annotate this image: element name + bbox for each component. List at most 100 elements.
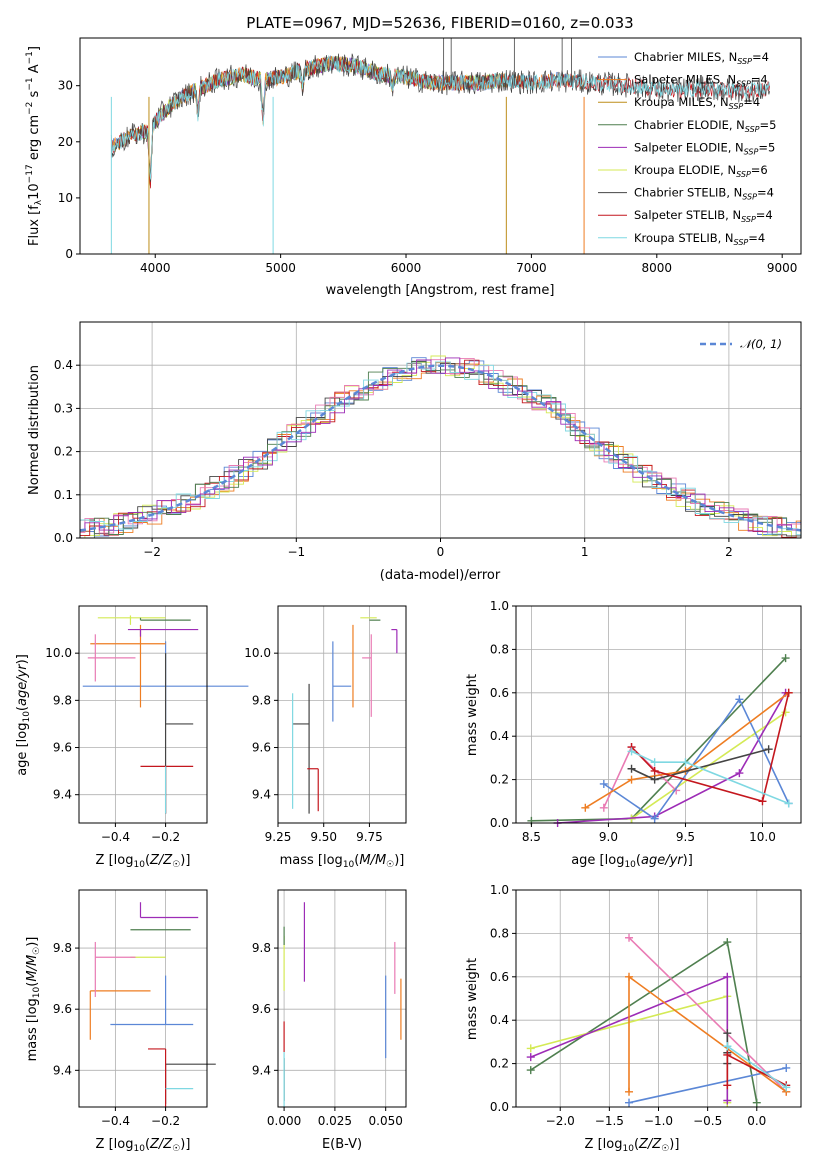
mass-vs-metallicity-panel: −0.4 −0.2 9.4 9.6 9.8 <box>53 889 216 1128</box>
ticks: −0.4 −0.2 9.4 9.6 9.8 10.0 <box>45 646 180 844</box>
y-tick-label: 0.4 <box>490 1013 509 1027</box>
y-tick-label: 0.4 <box>490 729 509 743</box>
y-tick-label: 0.3 <box>54 401 73 415</box>
y-tick-label: 10.0 <box>244 646 271 660</box>
x-tick-label: 1 <box>581 545 589 559</box>
weight-marker <box>581 803 590 812</box>
small-panel-ylabels: age [log10(age/yr)] mass [log10(M/M☉)] m… <box>15 654 480 1061</box>
weight-marker <box>526 1053 535 1062</box>
weight-marker <box>764 745 773 754</box>
weight-marker <box>784 799 793 808</box>
histogram-series <box>80 357 801 534</box>
y-tick-label: 0.2 <box>490 773 509 787</box>
weight-marker <box>735 695 744 704</box>
weight-line <box>530 940 758 1103</box>
spectrum-xlabel: wavelength [Angstrom, rest frame] <box>326 283 555 298</box>
ticks: 0.000 0.025 0.050 9.4 9.6 9.8 <box>252 941 403 1128</box>
y-tick-label: 10 <box>58 191 73 205</box>
weight-marker <box>782 1063 791 1072</box>
x-tick-label: 9.5 <box>676 830 695 844</box>
grid <box>277 606 406 823</box>
y-tick-label: 9.6 <box>252 1002 271 1016</box>
weight-marker <box>784 688 793 697</box>
legend-label: Salpeter STELIB, NSSP=4 <box>634 208 773 224</box>
y-tick-label: 20 <box>58 135 73 149</box>
x-tick-label: 9.0 <box>599 830 618 844</box>
y-tick-label: 9.8 <box>53 941 72 955</box>
legend-normal-label: 𝒩(0, 1) <box>740 337 782 351</box>
x-tick-label: −1 <box>287 545 305 559</box>
histogram-series <box>80 361 801 539</box>
y-tick-label: 30 <box>58 79 73 93</box>
ticks: −2.0 −1.5 −1.0 −0.5 0.0 0.0 0.2 0.4 0.6 0.8 1.0 <box>490 883 766 1128</box>
mass-weight-age-ylabel: mass weight <box>465 674 480 756</box>
y-tick-label: 0.4 <box>54 358 73 372</box>
ticks: 9.25 9.50 9.75 9.4 9.6 9.8 10.0 <box>244 646 383 844</box>
spectrum-frame <box>79 37 802 255</box>
residual-histogram-panel: −2 −1 0 1 2 0.0 0.1 0.2 0.3 0.4 (data-model)/erro… <box>27 321 802 583</box>
weight-marker <box>723 938 732 947</box>
y-tick-label: 9.6 <box>252 741 271 755</box>
x-tick-label: 10.0 <box>749 830 776 844</box>
plot-content <box>89 902 216 1107</box>
legend-label: Salpeter ELODIE, NSSP=5 <box>634 140 775 156</box>
x-tick-label: 7000 <box>516 261 547 275</box>
age-vs-metallicity-panel: −0.4 −0.2 9.4 9.6 9.8 10.0 <box>45 605 249 844</box>
mass-reddening-xlabel: E(B-V) <box>322 1137 362 1152</box>
weight-marker <box>650 775 659 784</box>
normal-curve <box>79 364 802 532</box>
y-tick-label: 1.0 <box>490 883 509 897</box>
weight-marker <box>625 1087 634 1096</box>
weight-line <box>628 937 787 1093</box>
x-tick-label: −1.0 <box>644 1114 673 1128</box>
weight-marker <box>723 1081 732 1090</box>
x-tick-label: −0.4 <box>101 830 130 844</box>
weight-marker <box>723 1029 732 1038</box>
x-tick-label: 8.5 <box>522 830 541 844</box>
weight-marker <box>526 1044 535 1053</box>
weight-line <box>630 692 790 803</box>
weight-marker <box>752 1098 761 1107</box>
y-tick-label: 10.0 <box>45 646 72 660</box>
histogram-ylabel: Normed distribution <box>27 365 42 495</box>
weight-marker <box>650 758 659 767</box>
axes-frame <box>78 605 208 824</box>
mass-weight-metallicity-xlabel: Z [log10(Z/Z☉)] <box>585 1137 680 1154</box>
x-tick-label: 0.050 <box>369 1114 403 1128</box>
weight-marker <box>735 769 744 778</box>
histogram-legend: 𝒩(0, 1) <box>700 337 782 351</box>
weight-marker <box>782 1083 791 1092</box>
weight-marker <box>723 1050 732 1059</box>
y-tick-label: 9.6 <box>53 1002 72 1016</box>
weight-marker <box>526 1066 535 1075</box>
axes-frame <box>515 605 802 824</box>
x-tick-label: 0.000 <box>267 1114 301 1128</box>
mass-metallicity-xlabel: Z [log10(Z/Z☉)] <box>96 1137 191 1154</box>
y-tick-label: 9.6 <box>53 741 72 755</box>
mass-weight-vs-age-panel: 8.5 9.0 9.5 10.0 0.0 0.2 0.4 0.6 0.8 1.0 <box>490 599 802 844</box>
weight-line <box>628 1067 787 1104</box>
x-tick-label: 0.025 <box>318 1114 352 1128</box>
age-vs-mass-panel: 9.25 9.50 9.75 9.4 9.6 9.8 10.0 <box>244 605 407 844</box>
mass-metallicity-ylabel: mass [log10(M/M☉)] <box>25 937 42 1062</box>
weight-line <box>557 692 787 824</box>
axes-frame <box>277 605 407 824</box>
y-tick-label: 0.2 <box>490 1057 509 1071</box>
axes-frame <box>515 889 802 1108</box>
plot-content <box>283 902 402 1107</box>
weight-marker <box>627 747 636 756</box>
y-tick-label: 0.6 <box>490 686 509 700</box>
weight-marker <box>627 775 636 784</box>
weight-marker <box>681 758 690 767</box>
weight-marker <box>723 1042 732 1051</box>
legend-label: Chabrier STELIB, NSSP=4 <box>634 186 774 202</box>
weight-marker <box>625 1098 634 1107</box>
y-tick-label: 0.0 <box>490 1100 509 1114</box>
y-tick-label: 9.8 <box>252 693 271 707</box>
legend-label: Salpeter MILES, NSSP=4 <box>634 73 768 89</box>
ticks: −0.4 −0.2 9.4 9.6 9.8 <box>53 941 180 1128</box>
legend-label: Chabrier MILES, NSSP=4 <box>634 50 769 66</box>
x-tick-label: −1.5 <box>595 1114 624 1128</box>
mass-weight-age-xlabel: age [log10(age/yr)] <box>571 853 693 870</box>
y-tick-label: 9.8 <box>53 693 72 707</box>
